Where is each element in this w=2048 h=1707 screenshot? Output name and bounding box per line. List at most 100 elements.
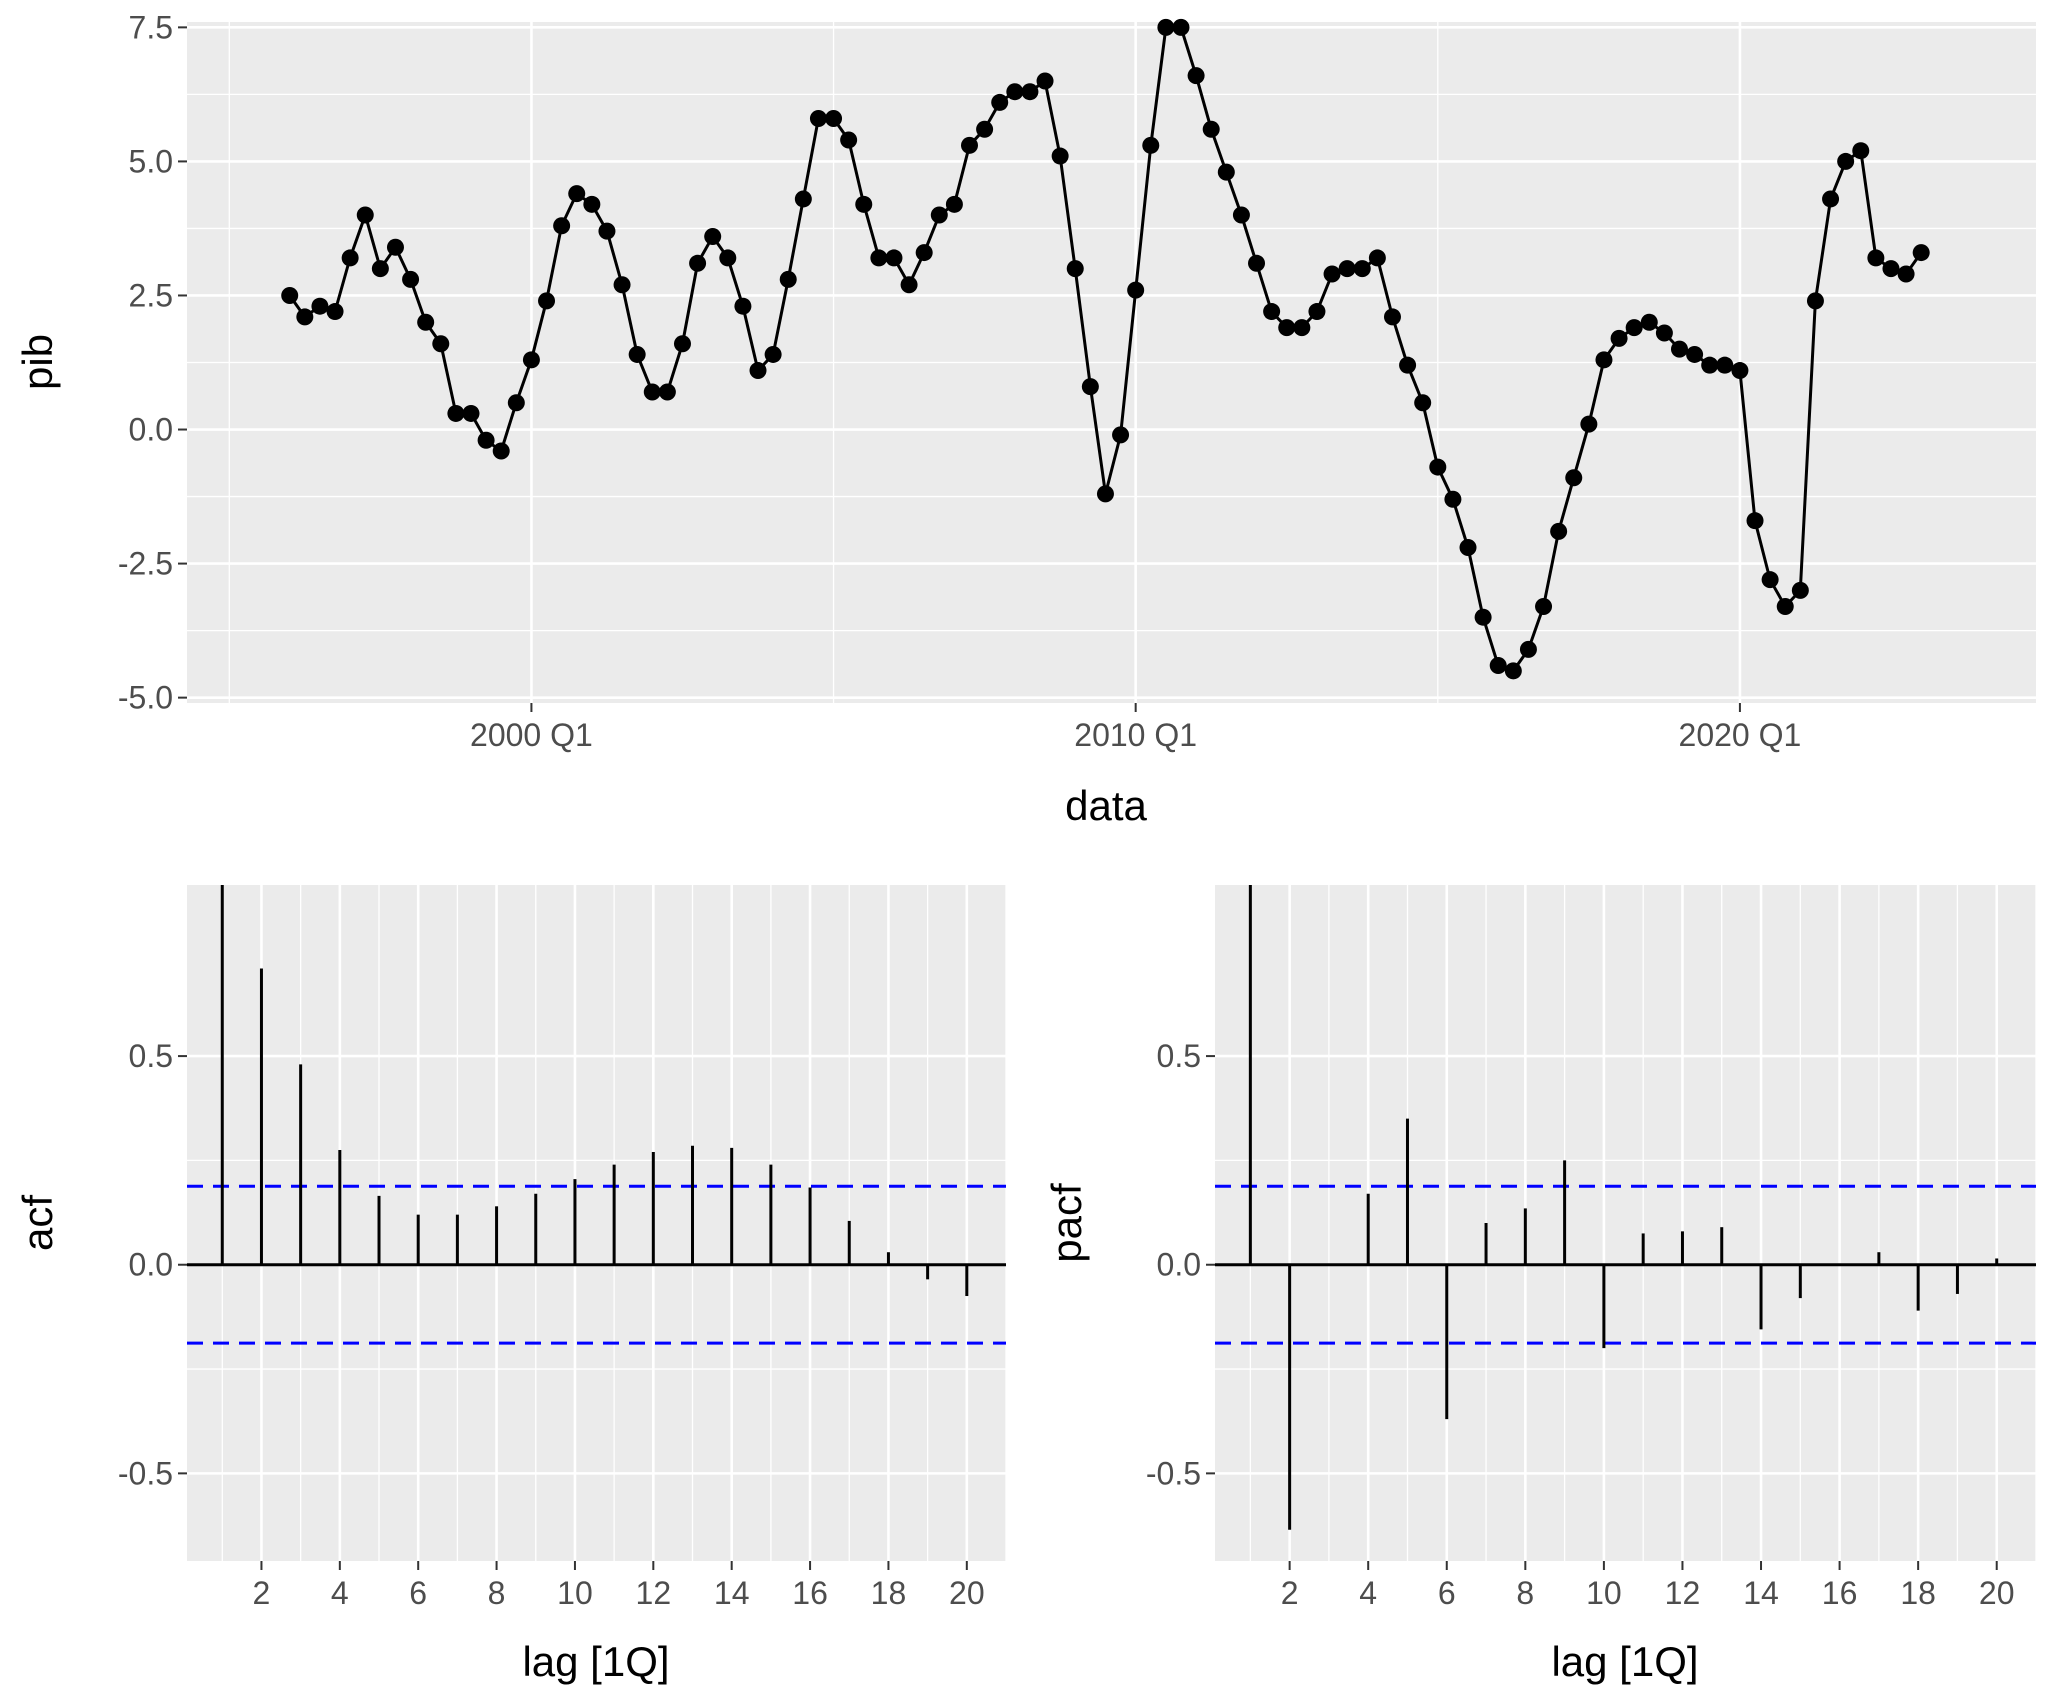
data-point <box>613 276 631 294</box>
data-point <box>1414 394 1432 412</box>
x-tick-label: 6 <box>409 1575 427 1611</box>
chart-acf: 0.5 0.0 -0.5 2 4 6 8 10 12 14 16 18 20 lag [1Q] acf <box>14 885 1007 1685</box>
data-point <box>1021 83 1039 101</box>
x-tick-label: 4 <box>1359 1575 1377 1611</box>
data-point <box>840 131 858 149</box>
y-tick-label: 0.0 <box>1157 1247 1201 1283</box>
data-point <box>507 394 525 412</box>
x-tick-label: 16 <box>1822 1575 1858 1611</box>
data-point <box>1912 244 1930 262</box>
panel-background <box>1215 885 2036 1561</box>
data-point <box>402 270 420 288</box>
x-tick-label: 12 <box>1665 1575 1701 1611</box>
y-tick-label: -5.0 <box>118 680 173 716</box>
x-axis-title: lag [1Q] <box>1551 1638 1698 1685</box>
x-tick-label: 2010 Q1 <box>1074 717 1197 753</box>
data-point <box>1172 18 1190 36</box>
data-point <box>1353 260 1371 278</box>
data-point <box>673 335 691 353</box>
data-point <box>734 297 752 315</box>
x-tick-label: 18 <box>871 1575 907 1611</box>
data-point <box>1051 147 1069 165</box>
data-point <box>976 120 994 138</box>
data-point <box>1852 142 1870 160</box>
y-tick-label: 0.0 <box>129 412 173 448</box>
x-tick-label: 20 <box>949 1575 985 1611</box>
data-point <box>1640 313 1658 331</box>
x-tick-label: 14 <box>714 1575 750 1611</box>
data-point <box>417 313 435 331</box>
data-point <box>1187 67 1205 85</box>
x-tick-label: 6 <box>1438 1575 1456 1611</box>
x-tick-label: 2 <box>1281 1575 1299 1611</box>
data-point <box>1112 426 1130 444</box>
x-tick-label: 8 <box>488 1575 506 1611</box>
data-point <box>1399 356 1417 374</box>
data-point <box>825 110 843 128</box>
x-tick-label: 10 <box>557 1575 593 1611</box>
data-point <box>1248 254 1266 272</box>
data-point <box>1882 260 1900 278</box>
data-point <box>1368 249 1386 267</box>
x-axis-title: lag [1Q] <box>522 1638 669 1685</box>
data-point <box>1036 72 1054 90</box>
data-point <box>1096 485 1114 503</box>
y-tick-label: 0.5 <box>1157 1038 1201 1074</box>
data-point <box>1504 662 1522 680</box>
data-point <box>1127 281 1145 299</box>
data-point <box>356 206 374 224</box>
data-point <box>1383 308 1401 326</box>
data-point <box>794 190 812 208</box>
data-point <box>1535 597 1553 615</box>
chart-pib: 7.5 5.0 2.5 0.0 -2.5 -5.0 2000 Q1 2010 Q1 2020 Q… <box>14 9 2036 829</box>
data-point <box>1232 206 1250 224</box>
chart-pacf: 0.5 0.0 -0.5 2 4 6 8 10 12 14 16 18 20 lag [1Q] pacf <box>1043 885 2037 1685</box>
data-point <box>462 404 480 422</box>
data-point <box>1338 260 1356 278</box>
x-tick-label: 8 <box>1516 1575 1534 1611</box>
data-point <box>583 195 601 213</box>
y-tick-label: -0.5 <box>1146 1455 1201 1491</box>
data-point <box>1263 303 1281 321</box>
data-point <box>1746 512 1764 530</box>
data-point <box>477 431 495 449</box>
data-point <box>643 383 661 401</box>
data-point <box>1806 292 1824 310</box>
x-tick-label: 2 <box>253 1575 271 1611</box>
data-point <box>598 222 616 240</box>
data-point <box>1202 120 1220 138</box>
data-point <box>704 227 722 245</box>
y-axis-title: acf <box>14 1195 61 1251</box>
data-point <box>900 276 918 294</box>
data-point <box>1293 319 1311 337</box>
data-point <box>1837 152 1855 170</box>
data-point <box>386 238 404 256</box>
data-point <box>870 249 888 267</box>
data-point <box>371 260 389 278</box>
data-point <box>1278 319 1296 337</box>
y-tick-label: 5.0 <box>129 143 173 179</box>
data-point <box>1670 340 1688 358</box>
data-point <box>1731 362 1749 380</box>
data-point <box>281 286 299 304</box>
data-point <box>945 195 963 213</box>
data-point <box>1429 458 1447 476</box>
data-point <box>749 362 767 380</box>
data-point <box>1489 656 1507 674</box>
data-point <box>1308 303 1326 321</box>
data-point <box>855 195 873 213</box>
data-point <box>658 383 676 401</box>
data-point <box>628 345 646 363</box>
data-point <box>1716 356 1734 374</box>
data-point <box>1610 329 1628 347</box>
data-point <box>1142 136 1160 154</box>
data-point <box>1550 522 1568 540</box>
x-axis-title: data <box>1065 782 1147 829</box>
data-point <box>1655 324 1673 342</box>
panel-background <box>187 885 1006 1561</box>
x-tick-label: 14 <box>1743 1575 1779 1611</box>
y-tick-label: 7.5 <box>129 9 173 45</box>
y-tick-label: -2.5 <box>118 546 173 582</box>
y-axis-title: pib <box>14 334 61 390</box>
